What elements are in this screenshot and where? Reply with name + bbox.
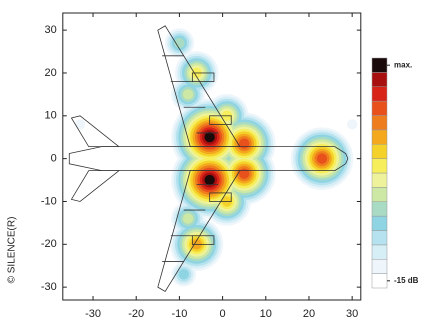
colorbar-swatch — [371, 187, 388, 202]
colorbar-swatch — [371, 273, 388, 289]
engine — [191, 72, 215, 83]
copyright: © SILENCE(R) — [7, 217, 18, 284]
source-blob — [74, 119, 86, 130]
x-tick-label: 30 — [346, 308, 358, 320]
source-blob — [204, 174, 215, 186]
colorbar-swatch — [371, 172, 388, 188]
y-tick-label: -30 — [41, 281, 57, 293]
plot-frame — [62, 12, 362, 301]
source-blob — [182, 89, 194, 100]
colorbar-swatch — [371, 158, 388, 174]
heatmap — [74, 28, 358, 287]
colorbar-swatch — [371, 230, 388, 246]
source-blob — [346, 119, 358, 130]
colorbar-swatch — [371, 86, 388, 102]
source-blob — [182, 213, 194, 224]
colorbar-label: -15 dB — [394, 276, 419, 285]
x-tick-label: -20 — [128, 308, 144, 320]
wing — [157, 170, 241, 292]
colorbar-swatch — [371, 100, 388, 116]
colorbar-swatch — [371, 57, 388, 73]
stabilizer — [70, 170, 121, 202]
source-blob — [178, 269, 189, 280]
colorbar-swatch — [371, 144, 388, 159]
engine — [209, 192, 232, 202]
x-tick-label: 10 — [260, 308, 272, 320]
y-tick-label: -10 — [41, 195, 57, 207]
colorbar-swatch — [371, 201, 388, 217]
colorbar-label: max. — [394, 60, 412, 69]
engine — [191, 235, 215, 245]
source-blob — [204, 132, 215, 143]
source-blob — [316, 153, 328, 164]
y-tick-label: 30 — [45, 24, 57, 36]
x-tick-label: 20 — [303, 308, 315, 320]
y-tick-label: -20 — [41, 238, 57, 250]
y-tick-label: 20 — [45, 67, 57, 79]
source-blob — [239, 168, 250, 179]
x-tick-label: 0 — [220, 308, 226, 320]
colorbar-swatch — [371, 115, 388, 131]
y-tick-label: 0 — [51, 153, 57, 165]
y-tick-label: 10 — [45, 110, 57, 122]
colorbar-swatch — [371, 244, 388, 260]
x-tick-label: -30 — [85, 308, 101, 320]
colorbar-swatch — [371, 129, 388, 145]
engine — [209, 115, 232, 125]
wing — [157, 25, 241, 148]
source-blob — [239, 138, 250, 149]
colorbar-swatch — [371, 259, 388, 274]
colorbar-swatch — [371, 72, 388, 87]
source-blob — [174, 37, 185, 49]
stabilizer — [70, 115, 121, 148]
x-tick-label: -10 — [171, 308, 187, 320]
aircraft-outline — [68, 25, 349, 292]
colorbar-swatch — [371, 215, 388, 231]
